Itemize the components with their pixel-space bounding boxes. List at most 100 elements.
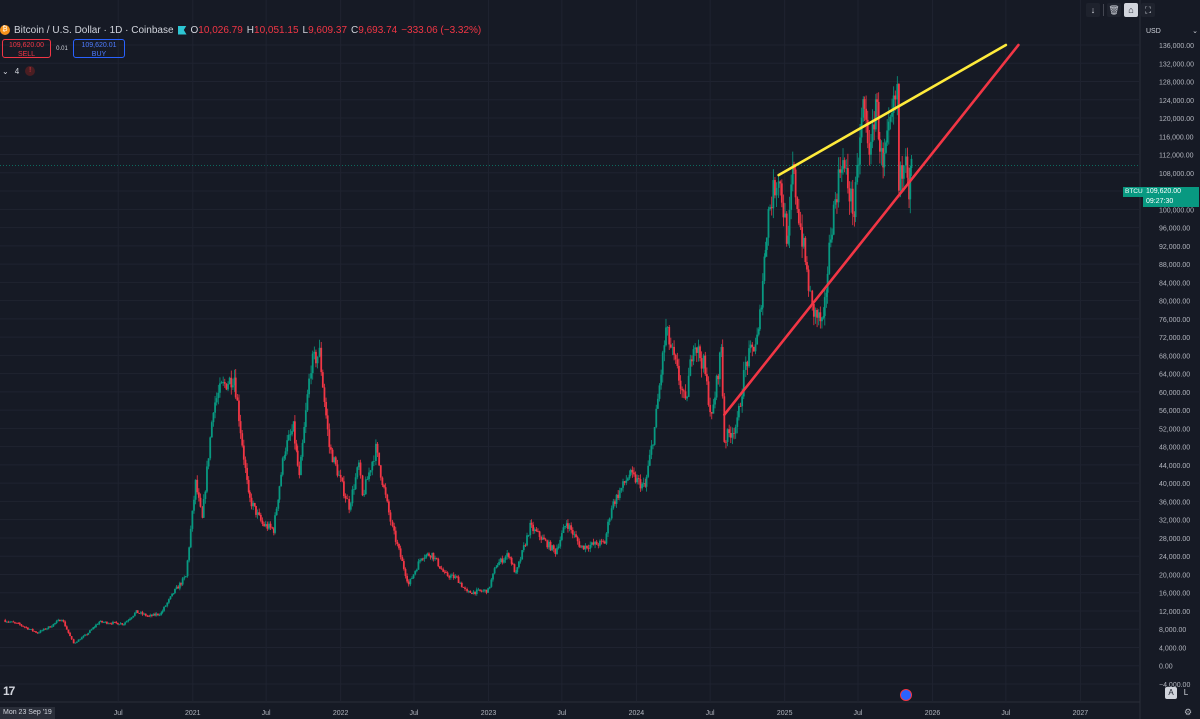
candle-body [191,510,194,529]
spread-value: 0.01 [56,45,68,52]
auto-scale-button[interactable]: A [1165,687,1177,699]
candle-body [163,606,165,611]
candle-body [669,344,672,348]
candle-body [720,347,723,353]
candle-body [95,624,97,627]
candle-body [471,592,473,595]
candle-body [856,164,859,183]
candle-body [194,479,197,500]
candle-body [304,410,307,427]
chevron-down-icon[interactable]: ⌄ [2,66,9,76]
high-value: 10,051.15 [254,24,299,36]
candle-body [584,545,587,550]
candle-body [174,588,176,594]
arrow-down-icon[interactable]: ↓ [1086,3,1100,17]
candle-body [230,377,233,388]
candle-body [266,524,269,529]
economic-event-icon[interactable] [900,689,912,701]
candle-body [209,437,212,459]
candle-body [594,541,596,545]
candle-body [845,168,848,169]
candle-body [387,501,390,513]
candle-body [556,548,558,554]
candle-body [434,557,436,560]
candle-body [331,449,334,463]
tradingview-logo[interactable]: 17 [3,684,15,698]
fullscreen-icon[interactable]: ⛶ [1141,3,1155,17]
log-scale-button[interactable]: L [1183,688,1189,697]
candle-body [249,492,251,498]
candle-body [673,346,675,355]
candle-body [636,478,639,483]
candle-body [141,612,144,615]
candle-body [338,474,340,476]
candle-body [428,553,430,556]
candle-body [848,188,851,202]
candle-body [69,632,71,637]
candle-body [641,483,643,489]
candle-body [516,567,519,573]
candle-body [812,303,815,317]
candle-body [661,352,664,375]
x-tick-label: Jul [706,710,715,717]
flag-icon[interactable] [177,25,187,35]
candle-body [72,639,75,644]
sell-button[interactable]: 109,620.00 SELL [2,39,51,58]
candle-body [526,535,528,546]
candle-body [709,404,712,413]
candle-body [269,523,272,528]
candle-body [816,309,818,318]
candle-body [414,571,417,575]
candle-body [483,589,486,591]
candle-body [39,630,42,633]
candle-body [7,621,10,623]
candle-body [485,589,488,593]
candle-body [223,382,226,384]
candle-body [877,101,880,140]
settings-gear-icon[interactable]: ⚙ [1184,707,1193,717]
candle-body [746,361,749,367]
candle-body [715,375,718,398]
candle-body [901,165,904,179]
candle-body [12,621,15,623]
candle-body [518,561,520,568]
y-tick-label: 52,000.00 [1159,426,1190,433]
candle-body [79,639,82,641]
candle-body [634,474,637,483]
candle-body [642,483,645,484]
candle-body [399,548,402,558]
y-tick-label: 48,000.00 [1159,445,1190,452]
candle-body [868,143,871,155]
candle-body [296,450,299,466]
alert-icon[interactable]: ! [25,66,36,76]
candle-body [185,576,187,578]
bitcoin-icon: ₿ [0,25,10,35]
candle-body [691,359,693,362]
candle-body [375,443,377,461]
candle-body [378,452,381,466]
buy-button[interactable]: 109,620.01 BUY [73,39,125,58]
candle-body [125,621,128,623]
candle-body [286,440,289,452]
candle-body [705,374,708,382]
symbol-title[interactable]: Bitcoin / U.S. Dollar · 1D · Coinbase [14,24,174,36]
high-label: H [246,24,255,36]
candle-body [308,378,310,395]
trash-icon[interactable]: 🗑 [1107,3,1121,17]
lock-icon[interactable]: ⌂ [1124,3,1138,17]
candle-body [679,380,682,389]
candle-body [645,476,648,487]
candle-body [268,523,270,529]
candle-body [575,534,577,538]
y-tick-label: 72,000.00 [1159,335,1190,342]
currency-selector[interactable]: USD ⌄ [1143,26,1198,38]
candle-body [540,536,543,540]
candle-body [169,596,172,600]
upper-trendline[interactable] [777,43,1008,177]
candle-body [519,559,522,562]
candle-body [763,256,766,281]
candle-body [760,307,763,310]
indicators-toggle[interactable]: ⌄ 4 ! [2,66,36,76]
lower-trendline[interactable] [723,43,1020,417]
